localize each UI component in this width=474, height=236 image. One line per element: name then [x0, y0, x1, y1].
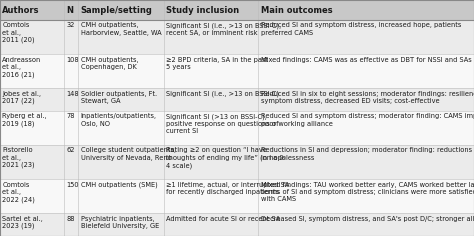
Text: Reductions in SI and depression; moderator finding: reductions
in hopelessness: Reductions in SI and depression; moderat… — [261, 148, 472, 161]
Text: Jobes et al.,
2017 (22): Jobes et al., 2017 (22) — [2, 91, 41, 104]
Text: 150: 150 — [66, 181, 79, 188]
Text: Sample/setting: Sample/setting — [81, 5, 153, 15]
Text: 62: 62 — [66, 148, 75, 153]
Text: Soldier outpatients, Ft.
Stewart, GA: Soldier outpatients, Ft. Stewart, GA — [81, 91, 157, 104]
Text: 78: 78 — [66, 113, 75, 119]
Text: Main outcomes: Main outcomes — [261, 5, 332, 15]
Text: ≥2 BPD criteria, SA in the past
5 years: ≥2 BPD criteria, SA in the past 5 years — [166, 56, 268, 70]
Text: N: N — [66, 5, 73, 15]
Text: Reduced SI and symptom distress; moderator finding: CAMS improves
poor working a: Reduced SI and symptom distress; moderat… — [261, 113, 474, 126]
Text: Authors: Authors — [2, 5, 40, 15]
Text: 148: 148 — [66, 91, 79, 97]
Text: Inpatients/outpatients,
Oslo, NO: Inpatients/outpatients, Oslo, NO — [81, 113, 156, 126]
Text: Significant SI (i.e., >13 on BSSI-C): Significant SI (i.e., >13 on BSSI-C) — [166, 91, 279, 97]
Text: Rating ≥2 on question “I have
thoughts of ending my life” (on a 0-
4 scale): Rating ≥2 on question “I have thoughts o… — [166, 148, 286, 169]
Text: Sartel et al.,
2023 (19): Sartel et al., 2023 (19) — [2, 216, 43, 229]
Bar — [0, 0, 474, 20]
Text: Andreasson
et al.,
2016 (21): Andreasson et al., 2016 (21) — [2, 56, 42, 77]
Text: College student outpatients,
University of Nevada, Reno: College student outpatients, University … — [81, 148, 175, 161]
Text: Comtois
et al.,
2022 (24): Comtois et al., 2022 (24) — [2, 181, 35, 202]
Text: CMH outpatients (SME): CMH outpatients (SME) — [81, 181, 157, 188]
Text: Admitted for acute SI or recent SA: Admitted for acute SI or recent SA — [166, 216, 280, 222]
Text: Mixed findings: CAMS was as effective as DBT for NSSI and SAs: Mixed findings: CAMS was as effective as… — [261, 56, 472, 63]
Text: 32: 32 — [66, 22, 75, 28]
Text: ≥1 lifetime, actual, or interrupted SA
for recently discharged inpatients: ≥1 lifetime, actual, or interrupted SA f… — [166, 181, 289, 195]
Text: Reduced SI in six to eight sessions; moderator findings: resiliency,
symptom dis: Reduced SI in six to eight sessions; mod… — [261, 91, 474, 104]
Text: 88: 88 — [66, 216, 75, 222]
Bar — [0, 179, 474, 213]
Bar — [0, 145, 474, 179]
Text: Mixed findings: TAU worked better early, CAMS worked better later in
terms of SI: Mixed findings: TAU worked better early,… — [261, 181, 474, 202]
Text: CMH outpatients,
Harborview, Seattle, WA: CMH outpatients, Harborview, Seattle, WA — [81, 22, 161, 36]
Text: Significant SI (>13 on BSSI-C),
positive response on questions of
current SI: Significant SI (>13 on BSSI-C), positive… — [166, 113, 278, 134]
Bar — [0, 54, 474, 88]
Bar — [0, 88, 474, 111]
Text: Decreased SI, symptom distress, and SA's post D/C; stronger alliance: Decreased SI, symptom distress, and SA's… — [261, 216, 474, 222]
Text: 108: 108 — [66, 56, 79, 63]
Text: CMH outpatients,
Copenhagen, DK: CMH outpatients, Copenhagen, DK — [81, 56, 138, 70]
Text: Reduced SI and symptom distress, increased hope, patients
preferred CAMS: Reduced SI and symptom distress, increas… — [261, 22, 461, 36]
Bar — [0, 213, 474, 236]
Text: Pistorello
et al.,
2021 (23): Pistorello et al., 2021 (23) — [2, 148, 35, 169]
Text: Study inclusion: Study inclusion — [166, 5, 239, 15]
Bar — [0, 111, 474, 145]
Text: Ryberg et al.,
2019 (18): Ryberg et al., 2019 (18) — [2, 113, 47, 127]
Text: Psychiatric inpatients,
Bielefeld University, GE: Psychiatric inpatients, Bielefeld Univer… — [81, 216, 159, 229]
Text: Significant SI (i.e., >13 on BSSI-C),
recent SA, or imminent risk: Significant SI (i.e., >13 on BSSI-C), re… — [166, 22, 281, 36]
Bar — [0, 20, 474, 54]
Text: Comtois
et al.,
2011 (20): Comtois et al., 2011 (20) — [2, 22, 35, 43]
